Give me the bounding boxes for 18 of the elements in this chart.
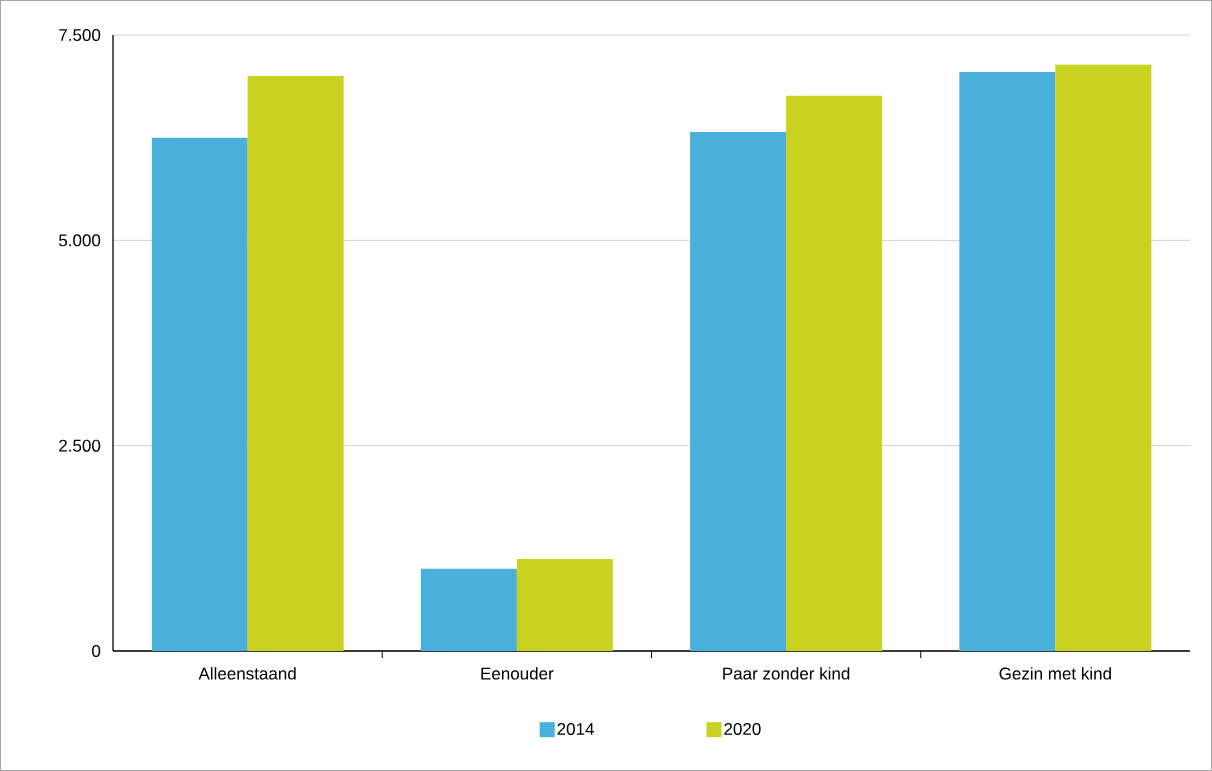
- x-tick-label: Gezin met kind: [999, 667, 1111, 680]
- bar: [151, 137, 248, 651]
- y-tick-label: 0: [92, 644, 101, 658]
- bar: [1055, 64, 1152, 651]
- bar: [690, 131, 787, 651]
- bar: [420, 568, 517, 651]
- x-tick-label: Alleenstaand: [198, 667, 296, 680]
- y-tick-label: 7.500: [59, 28, 101, 42]
- y-tick-label: 2.500: [59, 439, 101, 452]
- bar: [516, 559, 613, 651]
- x-tick-label: Eenouder: [481, 667, 554, 680]
- x-tick-label: Paar zonder kind: [723, 667, 850, 680]
- bar: [959, 71, 1056, 651]
- legend-label: 2014: [557, 722, 594, 735]
- y-tick-label: 5.000: [59, 234, 101, 247]
- bar: [247, 76, 344, 651]
- bar: [786, 95, 883, 651]
- legend-label: 2020: [724, 722, 761, 735]
